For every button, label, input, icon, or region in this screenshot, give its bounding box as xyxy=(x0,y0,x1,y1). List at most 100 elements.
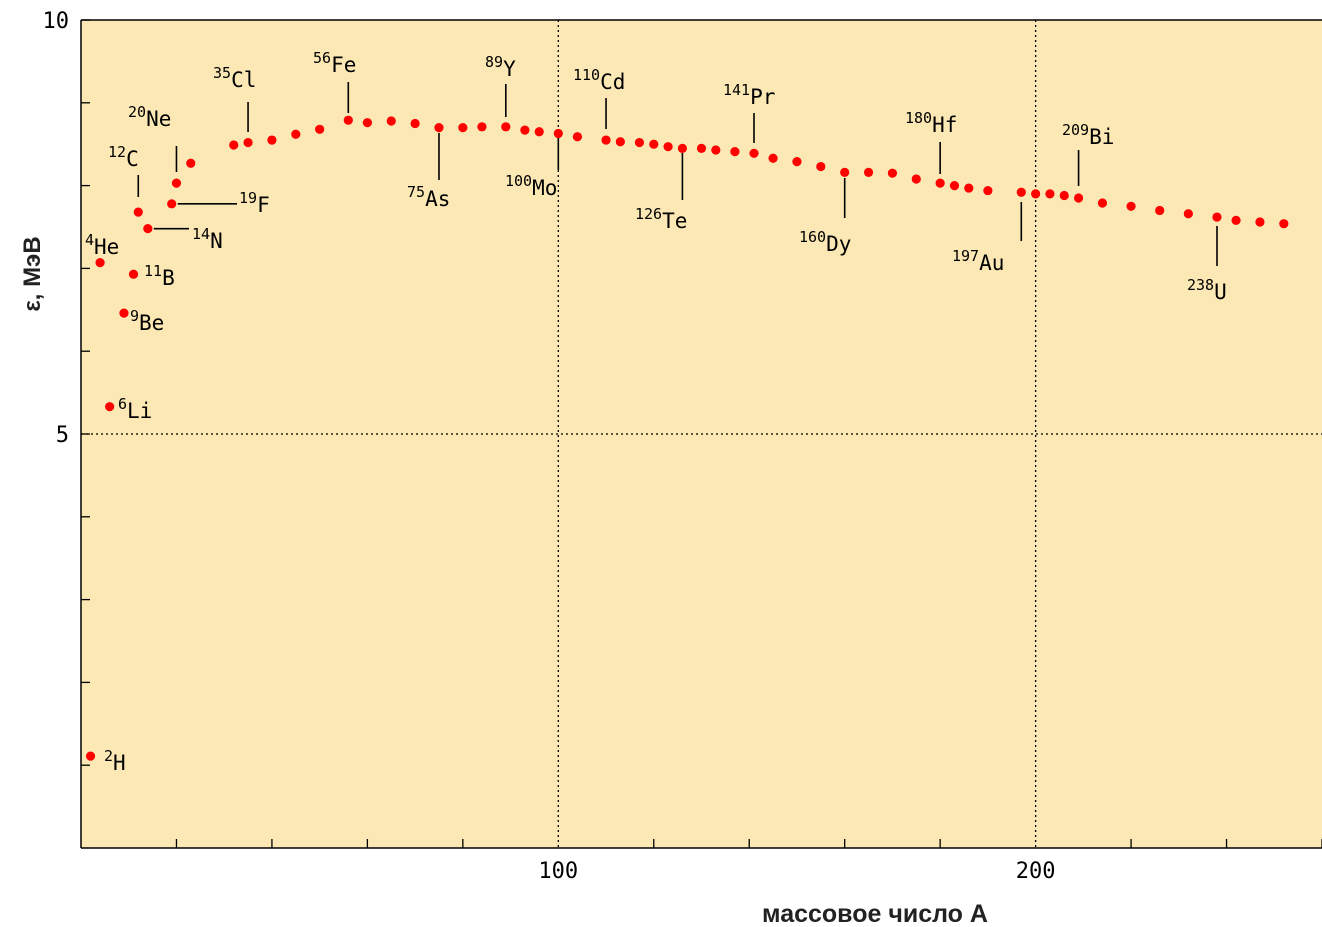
isotope-symbol: H xyxy=(113,751,126,775)
data-point xyxy=(964,183,973,192)
data-point xyxy=(1255,217,1264,226)
isotope-symbol: Cl xyxy=(231,68,256,92)
data-point xyxy=(840,168,849,177)
data-point xyxy=(363,118,372,127)
data-point xyxy=(387,116,396,125)
data-point xyxy=(1045,189,1054,198)
isotope-mass-number: 100 xyxy=(505,172,532,190)
isotope-mass-number: 141 xyxy=(723,81,750,99)
data-point xyxy=(105,402,114,411)
isotope-symbol: Pr xyxy=(750,85,775,109)
isotope-symbol: Bi xyxy=(1089,125,1114,149)
isotope-symbol: As xyxy=(425,187,450,211)
isotope-symbol: N xyxy=(210,229,223,253)
y-tick-label: 10 xyxy=(43,9,70,34)
data-point xyxy=(1060,191,1069,200)
x-axis-label: массовое число A xyxy=(762,900,988,927)
data-point xyxy=(477,122,486,131)
data-point xyxy=(1031,189,1040,198)
data-point xyxy=(792,157,801,166)
isotope-mass-number: 56 xyxy=(313,49,331,67)
data-point xyxy=(1017,188,1026,197)
isotope-mass-number: 9 xyxy=(130,307,139,325)
isotope-mass-number: 4 xyxy=(85,231,94,249)
data-point xyxy=(749,149,758,158)
data-point xyxy=(167,199,176,208)
data-point xyxy=(616,137,625,146)
isotope-symbol: Fe xyxy=(331,53,356,77)
data-point xyxy=(1126,202,1135,211)
data-point xyxy=(768,154,777,163)
data-point xyxy=(291,130,300,139)
data-point xyxy=(1074,193,1083,202)
isotope-mass-number: 6 xyxy=(118,395,127,413)
isotope-mass-number: 35 xyxy=(213,64,231,82)
data-point xyxy=(535,127,544,136)
isotope-symbol: U xyxy=(1214,280,1227,304)
isotope-mass-number: 14 xyxy=(192,225,210,243)
data-point xyxy=(864,168,873,177)
isotope-symbol: Au xyxy=(979,251,1004,275)
data-point xyxy=(950,181,959,190)
data-point xyxy=(143,224,152,233)
data-point xyxy=(601,135,610,144)
data-point xyxy=(501,122,510,131)
isotope-mass-number: 11 xyxy=(144,262,162,280)
data-point xyxy=(243,138,252,147)
data-point xyxy=(888,169,897,178)
data-point xyxy=(134,207,143,216)
data-point xyxy=(678,144,687,153)
isotope-mass-number: 19 xyxy=(239,189,257,207)
data-point xyxy=(434,123,443,132)
isotope-symbol: Ne xyxy=(146,107,171,131)
data-point xyxy=(186,159,195,168)
data-point xyxy=(172,179,181,188)
data-point xyxy=(458,123,467,132)
data-point xyxy=(1212,212,1221,221)
isotope-mass-number: 160 xyxy=(799,228,826,246)
isotope-symbol: Cd xyxy=(600,70,625,94)
data-point xyxy=(119,309,128,318)
isotope-mass-number: 197 xyxy=(952,247,979,265)
x-tick-label: 100 xyxy=(538,859,578,884)
isotope-symbol: Mo xyxy=(532,176,557,200)
data-point xyxy=(635,138,644,147)
y-tick-label: 5 xyxy=(56,423,69,448)
data-point xyxy=(936,179,945,188)
isotope-mass-number: 2 xyxy=(104,747,113,765)
isotope-symbol: B xyxy=(162,266,175,290)
data-point xyxy=(267,135,276,144)
data-point xyxy=(86,751,95,760)
isotope-symbol: Y xyxy=(503,57,516,81)
isotope-mass-number: 110 xyxy=(573,66,600,84)
isotope-symbol: C xyxy=(126,147,139,171)
isotope-symbol: Te xyxy=(662,209,687,233)
isotope-mass-number: 75 xyxy=(407,183,425,201)
data-point xyxy=(1279,219,1288,228)
data-point xyxy=(95,258,104,267)
isotope-symbol: Dy xyxy=(826,232,851,256)
data-point xyxy=(1184,209,1193,218)
isotope-mass-number: 209 xyxy=(1062,121,1089,139)
data-point xyxy=(573,132,582,141)
isotope-mass-number: 20 xyxy=(128,103,146,121)
data-point xyxy=(129,270,138,279)
data-point xyxy=(229,140,238,149)
isotope-symbol: F xyxy=(257,193,270,217)
data-point xyxy=(315,125,324,134)
data-point xyxy=(816,162,825,171)
data-point xyxy=(411,119,420,128)
data-point xyxy=(1155,206,1164,215)
isotope-symbol: Be xyxy=(139,311,164,335)
isotope-mass-number: 126 xyxy=(635,205,662,223)
data-point xyxy=(711,145,720,154)
y-axis-label: ε, МэВ xyxy=(19,236,46,311)
x-tick-label: 200 xyxy=(1016,859,1056,884)
isotope-symbol: He xyxy=(94,235,119,259)
data-point xyxy=(663,142,672,151)
isotope-mass-number: 89 xyxy=(485,53,503,71)
data-point xyxy=(697,144,706,153)
data-point xyxy=(649,140,658,149)
data-point xyxy=(520,126,529,135)
